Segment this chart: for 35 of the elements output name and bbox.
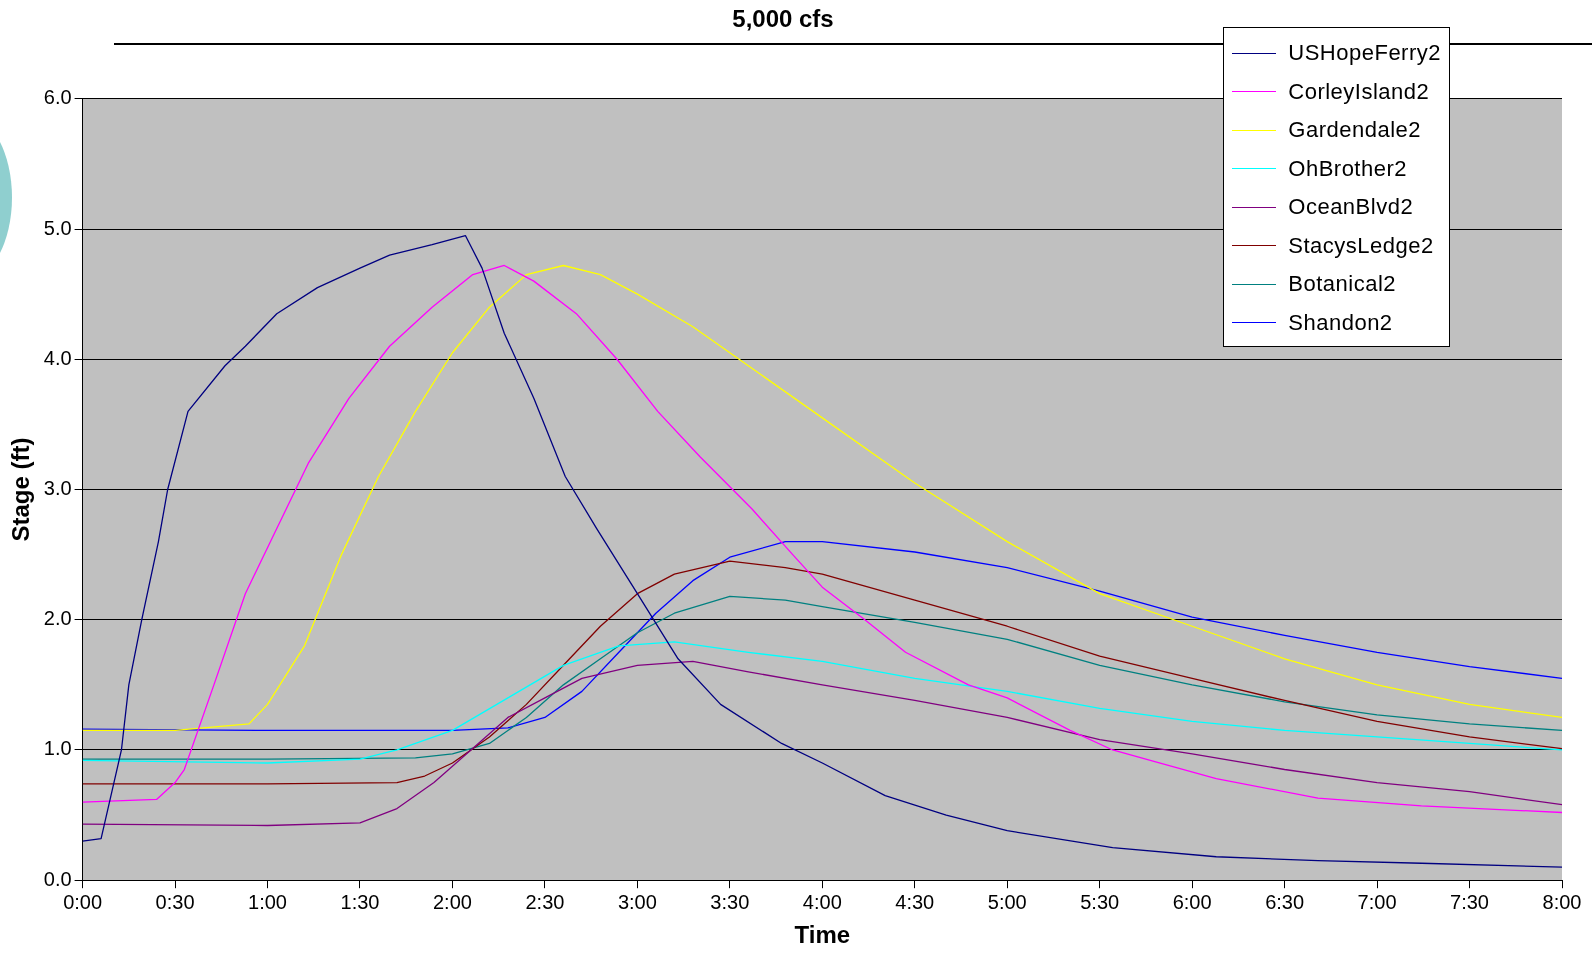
legend-label: StacysLedge2 xyxy=(1288,232,1434,259)
y-tick-label: 4.0 xyxy=(43,346,72,369)
y-tick-label: 3.0 xyxy=(43,477,72,500)
x-tick-label: 0:00 xyxy=(63,890,103,913)
y-axis-title: Stage (ft) xyxy=(7,437,35,542)
x-tick-label: 3:00 xyxy=(617,890,657,913)
y-tick-label: 5.0 xyxy=(43,216,72,239)
legend-label: Shandon2 xyxy=(1288,309,1393,336)
y-tick-label: 1.0 xyxy=(43,737,72,760)
x-tick-label: 2:30 xyxy=(525,890,565,913)
x-tick-label: 7:30 xyxy=(1450,890,1490,913)
x-tick-label: 6:00 xyxy=(1172,890,1212,913)
x-tick-label: 5:00 xyxy=(987,890,1027,913)
legend-label: OceanBlvd2 xyxy=(1288,194,1414,221)
y-tick-label: 0.0 xyxy=(43,867,72,890)
x-tick-label: 8:00 xyxy=(1542,890,1582,913)
x-tick-label: 2:00 xyxy=(432,890,472,913)
chart-title: 5,000 cfs xyxy=(732,5,834,33)
legend-label: Botanical2 xyxy=(1288,271,1397,298)
y-tick-label: 6.0 xyxy=(43,86,72,109)
x-tick-label: 5:30 xyxy=(1080,890,1120,913)
x-tick-label: 1:00 xyxy=(248,890,287,913)
x-tick-label: 7:00 xyxy=(1357,890,1397,913)
legend-label: Gardendale2 xyxy=(1288,117,1421,144)
x-tick-label: 6:30 xyxy=(1265,890,1305,913)
y-tick-label: 2.0 xyxy=(43,607,72,630)
x-axis-title: Time xyxy=(794,921,851,949)
legend-label: CorleyIsland2 xyxy=(1288,78,1430,105)
legend-label: OhBrother2 xyxy=(1288,155,1408,182)
x-tick-label: 3:30 xyxy=(710,890,750,913)
x-tick-label: 4:00 xyxy=(802,890,842,913)
x-tick-label: 4:30 xyxy=(895,890,935,913)
legend-label: USHopeFerry2 xyxy=(1288,40,1441,67)
x-tick-label: 0:30 xyxy=(155,890,195,913)
x-tick-label: 1:30 xyxy=(340,890,380,913)
